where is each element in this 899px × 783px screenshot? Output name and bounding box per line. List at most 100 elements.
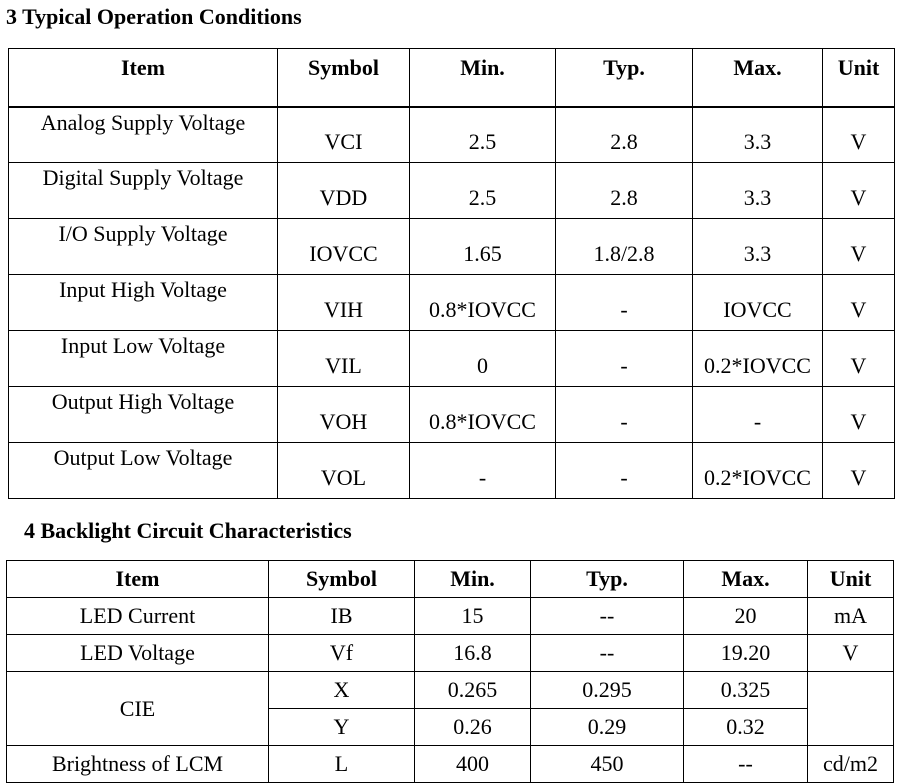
table-header-row: Item Symbol Min. Typ. Max. Unit (6, 560, 894, 598)
cell-min: 2.5 (409, 162, 556, 219)
cell-item: LED Voltage (6, 634, 269, 672)
table-row: Brightness of LCM L 400 450 -- cd/m2 (6, 745, 894, 783)
cell-typ: 450 (530, 745, 684, 783)
cell-symbol: Y (268, 708, 415, 746)
cell-min: - (409, 442, 556, 499)
header-max: Max. (683, 560, 808, 598)
cell-max: 0.2*IOVCC (692, 442, 823, 499)
cell-symbol: Vf (268, 634, 415, 672)
operation-conditions-table: Item Symbol Min. Typ. Max. Unit Analog S… (8, 48, 895, 499)
cell-typ: 2.8 (555, 106, 693, 163)
cell-max: 0.32 (683, 708, 808, 746)
cell-unit: V (822, 106, 895, 163)
header-min: Min. (409, 48, 556, 108)
table-row: I/O Supply Voltage IOVCC 1.65 1.8/2.8 3.… (8, 218, 895, 275)
table-row: Output High Voltage VOH 0.8*IOVCC - - V (8, 386, 895, 443)
cell-unit: V (822, 442, 895, 499)
section-3-title: 3 Typical Operation Conditions (6, 4, 302, 29)
cell-min: 1.65 (409, 218, 556, 275)
header-item: Item (8, 48, 278, 108)
table-row: Input High Voltage VIH 0.8*IOVCC - IOVCC… (8, 274, 895, 331)
cell-item: Brightness of LCM (6, 745, 269, 783)
header-item: Item (6, 560, 269, 598)
cell-unit: V (807, 634, 894, 672)
cell-min: 0.8*IOVCC (409, 274, 556, 331)
table-row: Input Low Voltage VIL 0 - 0.2*IOVCC V (8, 330, 895, 387)
table-row: Y 0.26 0.29 0.32 (7, 708, 894, 746)
header-unit: Unit (807, 560, 894, 598)
cell-min: 0 (409, 330, 556, 387)
table-row: Analog Supply Voltage VCI 2.5 2.8 3.3 V (8, 106, 895, 163)
cell-item: Output High Voltage (8, 386, 278, 443)
table-row: Digital Supply Voltage VDD 2.5 2.8 3.3 V (8, 162, 895, 219)
table-row: LED Voltage Vf 16.8 -- 19.20 V (6, 634, 894, 672)
header-max: Max. (692, 48, 823, 108)
cell-unit: V (822, 218, 895, 275)
cell-min: 400 (414, 745, 531, 783)
cell-max: 0.325 (683, 671, 808, 709)
section-4-title: 4 Backlight Circuit Characteristics (24, 518, 352, 543)
cell-symbol: VIL (277, 330, 410, 387)
cell-symbol: VOH (277, 386, 410, 443)
cell-item: Output Low Voltage (8, 442, 278, 499)
cell-min: 0.8*IOVCC (409, 386, 556, 443)
cell-max: 0.2*IOVCC (692, 330, 823, 387)
cell-max: IOVCC (692, 274, 823, 331)
cell-max: -- (683, 745, 808, 783)
cell-max: 3.3 (692, 162, 823, 219)
cell-symbol: VIH (277, 274, 410, 331)
table-header-row: Item Symbol Min. Typ. Max. Unit (8, 48, 895, 108)
header-symbol: Symbol (268, 560, 415, 598)
table-row: CIE X 0.265 0.295 0.325 (6, 671, 894, 746)
cell-min: 0.265 (414, 671, 531, 709)
header-typ: Typ. (530, 560, 684, 598)
cell-typ: - (555, 442, 693, 499)
cell-typ: - (555, 386, 693, 443)
cell-typ: 2.8 (555, 162, 693, 219)
cell-max: - (692, 386, 823, 443)
cell-symbol: IOVCC (277, 218, 410, 275)
cell-item: Input High Voltage (8, 274, 278, 331)
cell-symbol: IB (268, 597, 415, 635)
cell-unit: V (822, 330, 895, 387)
cell-typ: - (555, 330, 693, 387)
cell-unit: cd/m2 (807, 745, 894, 783)
cell-unit: V (822, 274, 895, 331)
cell-item: Digital Supply Voltage (8, 162, 278, 219)
cell-item: Analog Supply Voltage (8, 106, 278, 163)
backlight-characteristics-table: Item Symbol Min. Typ. Max. Unit LED Curr… (6, 560, 894, 783)
cell-max: 20 (683, 597, 808, 635)
cell-min: 16.8 (414, 634, 531, 672)
cell-min: 15 (414, 597, 531, 635)
cell-unit: mA (807, 597, 894, 635)
header-unit: Unit (822, 48, 895, 108)
header-typ: Typ. (555, 48, 693, 108)
cell-typ: -- (530, 634, 684, 672)
cell-max: 19.20 (683, 634, 808, 672)
cell-symbol: X (268, 671, 415, 709)
cell-min: 2.5 (409, 106, 556, 163)
cell-min: 0.26 (414, 708, 531, 746)
cell-symbol: VOL (277, 442, 410, 499)
cell-typ: 1.8/2.8 (555, 218, 693, 275)
cell-unit: V (822, 162, 895, 219)
cell-typ: 0.29 (530, 708, 684, 746)
table-row: Output Low Voltage VOL - - 0.2*IOVCC V (8, 442, 895, 499)
cell-item: LED Current (6, 597, 269, 635)
cell-max: 3.3 (692, 106, 823, 163)
cell-typ: -- (530, 597, 684, 635)
cell-unit: V (822, 386, 895, 443)
header-min: Min. (414, 560, 531, 598)
cell-symbol: VDD (277, 162, 410, 219)
cell-max: 3.3 (692, 218, 823, 275)
cell-unit (807, 671, 894, 746)
cell-symbol: VCI (277, 106, 410, 163)
header-symbol: Symbol (277, 48, 410, 108)
table-row: LED Current IB 15 -- 20 mA (6, 597, 894, 635)
cell-symbol: L (268, 745, 415, 783)
cell-typ: - (555, 274, 693, 331)
cell-item: I/O Supply Voltage (8, 218, 278, 275)
cell-typ: 0.295 (530, 671, 684, 709)
cell-item: Input Low Voltage (8, 330, 278, 387)
cell-item: CIE (6, 671, 269, 746)
